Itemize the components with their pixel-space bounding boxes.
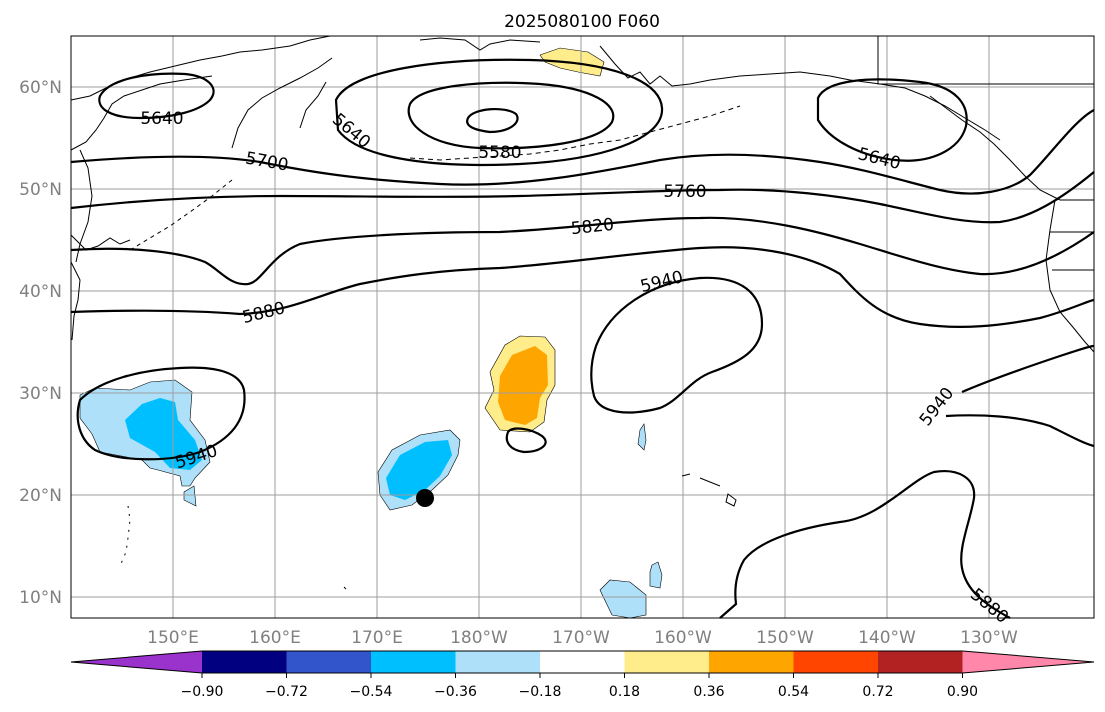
lon-label: 180°W [450, 628, 508, 648]
negative-anomaly-west-tail [183, 485, 197, 507]
contour-5940-east [945, 344, 1095, 448]
lon-label: 150°E [147, 628, 199, 648]
lat-label: 40°N [19, 282, 62, 302]
contour-5940-central-small [505, 427, 547, 454]
colorbar-segment [540, 651, 625, 673]
contour-label: 5760 [663, 182, 706, 202]
coastlines [70, 35, 1095, 590]
lat-label: 60°N [19, 78, 62, 98]
colorbar-segment [455, 651, 540, 673]
negative-anomaly-small [649, 561, 663, 589]
colorbar-segment [286, 651, 371, 673]
contour-5640-west [98, 72, 215, 120]
coast-bering-siberia [419, 37, 541, 51]
contour-5640-east [816, 78, 968, 162]
colorbar-segment [202, 651, 287, 673]
gridlines [71, 36, 1094, 618]
latitude-labels: 60°N 50°N 40°N 30°N 20°N 10°N [19, 78, 62, 608]
contour-5700 [70, 109, 1095, 195]
contour-5820 [70, 216, 1095, 286]
lat-label: 20°N [19, 486, 62, 506]
shaded-anomalies [79, 47, 663, 619]
contour-5880 [70, 246, 1095, 328]
coast-alaska-west [599, 45, 831, 87]
lon-label: 160°E [249, 628, 301, 648]
colorbar-tick-label: −0.54 [350, 684, 393, 700]
lon-label: 160°W [654, 628, 712, 648]
colorbar-segment [709, 651, 794, 673]
coast-japan [70, 234, 131, 251]
contour-label: 5580 [478, 143, 521, 163]
positive-anomaly-central-core [498, 346, 548, 425]
height-contours [70, 58, 1095, 619]
longitude-labels: 150°E 160°E 170°E 180°W 170°W 160°W 150°… [147, 628, 1018, 648]
coast-mariana [119, 505, 131, 567]
figure-title: 2025080100 F060 [504, 12, 660, 32]
map-background [71, 36, 1094, 618]
colorbar-segment [624, 651, 709, 673]
negative-anomaly-west-core [125, 398, 202, 470]
map-panel: 5640 5640 5580 5640 5700 5760 5820 5940 … [70, 35, 1095, 628]
coast-okhotsk [70, 75, 213, 151]
lon-label: 170°E [351, 628, 403, 648]
contour-5940-west [76, 366, 246, 461]
lat-label: 30°N [19, 384, 62, 404]
negative-anomaly-south [599, 579, 647, 619]
negative-anomaly-small-2 [637, 423, 647, 451]
colorbar-tick-label: 0.72 [862, 684, 893, 700]
contour-5580-ring [407, 81, 615, 150]
colorbar-extend-max [962, 651, 1094, 673]
colorbar-segment [878, 651, 963, 673]
coast-sakhalin [75, 149, 93, 263]
colorbar-tick-label: 0.18 [609, 684, 640, 700]
colorbar-tick-label: −0.18 [519, 684, 562, 700]
coast-aleutians [409, 105, 741, 161]
storm-marker [416, 489, 434, 507]
lon-label: 140°W [858, 628, 916, 648]
colorbar-tick-label: 0.90 [947, 684, 978, 700]
lat-label: 50°N [19, 180, 62, 200]
colorbar-extend-min [71, 651, 202, 673]
coast-hawaii [681, 473, 737, 507]
contour-5880-south [719, 470, 1011, 619]
contour-5940-central [590, 276, 764, 414]
colorbar-segment [371, 651, 456, 673]
colorbar-ticks [201, 673, 963, 678]
coast-na-west [1045, 199, 1095, 353]
colorbar-tick-label: −0.90 [181, 684, 224, 700]
colorbar-tick-label: −0.36 [434, 684, 477, 700]
coast-kuril-islands [129, 179, 233, 251]
negative-anomaly-central-core [386, 440, 452, 500]
lon-label: 130°W [960, 628, 1018, 648]
coast-alaska-gulf [829, 75, 1001, 141]
coast-bc-archipelago [929, 95, 1061, 201]
lat-label: 10°N [19, 588, 62, 608]
lon-label: 170°W [552, 628, 610, 648]
map-frame [70, 35, 1095, 619]
colorbar-segment [793, 651, 878, 673]
colorbar-tick-label: −0.72 [265, 684, 308, 700]
contour-5760 [70, 171, 1095, 224]
contour-label: 5640 [140, 109, 183, 129]
coast-wake [343, 586, 347, 590]
colorbar-tick-label: 0.54 [778, 684, 809, 700]
coast-japan-south [70, 261, 81, 341]
colorbar: −0.90 −0.72 −0.54 −0.36 −0.18 0.18 0.36 … [70, 650, 1095, 700]
lon-label: 150°W [756, 628, 814, 648]
coast-kamchatka [231, 57, 333, 149]
contour-label: 5820 [570, 215, 615, 239]
contour-5640-center [334, 58, 664, 167]
coast-na-border [877, 36, 1094, 271]
colorbar-tick-label: 0.36 [693, 684, 724, 700]
contour-5580-inner [466, 108, 519, 134]
